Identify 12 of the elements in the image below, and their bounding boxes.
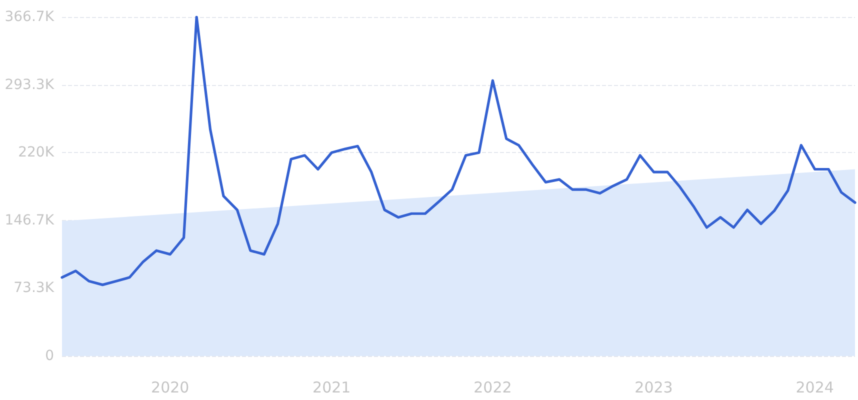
y-tick-label: 366.7K [4, 9, 55, 25]
y-tick-label: 0 [45, 348, 54, 364]
x-tick-label: 2023 [634, 378, 673, 396]
line-series [60, 16, 856, 286]
y-tick-label: 146.7K [4, 212, 55, 228]
y-tick-label: 293.3K [4, 76, 55, 93]
y-tick-label: 73.3K [14, 280, 55, 296]
x-tick-label: 2021 [312, 378, 351, 396]
x-tick-label: 2024 [796, 378, 834, 396]
x-tick-label: 2022 [474, 378, 512, 396]
y-tick-label: 220K [18, 144, 55, 161]
x-tick-label: 2020 [151, 378, 190, 396]
